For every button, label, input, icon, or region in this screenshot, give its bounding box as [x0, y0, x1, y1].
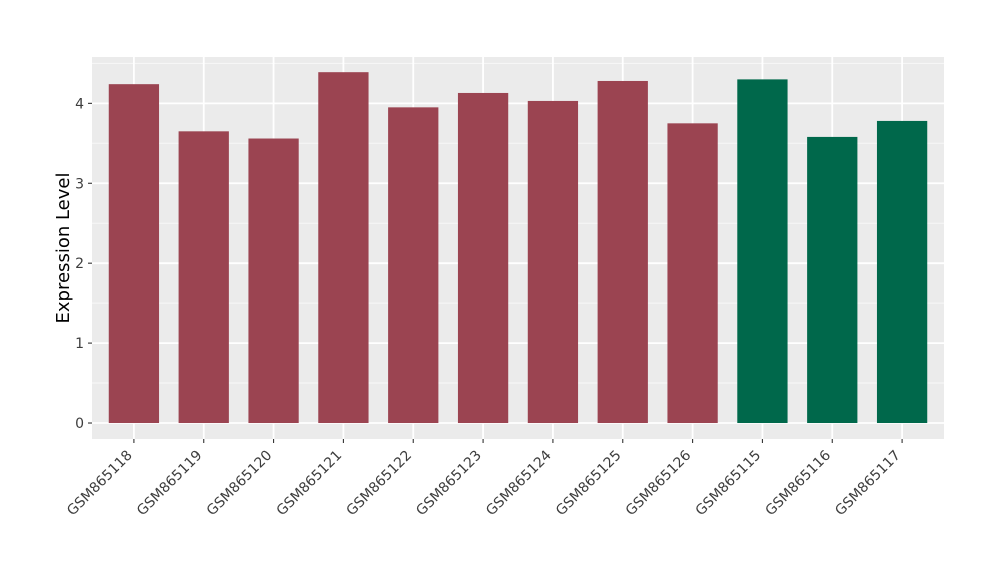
- plot-panel: [92, 57, 944, 439]
- x-tick-label: GSM865120: [204, 448, 276, 520]
- bar-GSM865115: [737, 79, 788, 424]
- x-tick-label: GSM865116: [762, 447, 834, 519]
- bar-GSM865122: [388, 107, 439, 424]
- y-axis-title: Expression Level: [53, 173, 74, 324]
- y-tick-label: 1: [75, 336, 84, 352]
- x-tick-label: GSM865117: [832, 448, 904, 520]
- bar-GSM865121: [318, 72, 369, 424]
- bar-GSM865123: [457, 92, 509, 424]
- bar-GSM865124: [527, 100, 579, 424]
- y-tick-label: 2: [75, 256, 84, 272]
- x-tick-label: GSM865122: [343, 448, 415, 520]
- x-tick-label: GSM865124: [483, 447, 555, 519]
- x-tick-label: GSM865126: [623, 447, 695, 519]
- x-tick-label: GSM865115: [693, 448, 765, 520]
- x-tick-label: GSM865123: [413, 448, 485, 520]
- x-tick-label: GSM865125: [553, 448, 625, 520]
- bar-GSM865126: [667, 123, 718, 424]
- bar-GSM865125: [597, 80, 648, 424]
- chart-plot-area: 01234GSM865118GSM865119GSM865120GSM86512…: [64, 57, 944, 519]
- x-tick-label: GSM865118: [64, 448, 136, 520]
- y-tick-label: 0: [75, 416, 84, 432]
- y-tick-label: 3: [75, 176, 84, 192]
- bar-GSM865116: [807, 136, 858, 424]
- x-tick-label: GSM865119: [134, 448, 206, 520]
- y-tick-label: 4: [75, 96, 84, 112]
- x-tick-label: GSM865121: [274, 448, 346, 520]
- bar-GSM865118: [108, 84, 160, 424]
- bar-GSM865117: [876, 120, 928, 424]
- bar-GSM865120: [248, 138, 299, 424]
- bar-GSM865119: [178, 131, 229, 424]
